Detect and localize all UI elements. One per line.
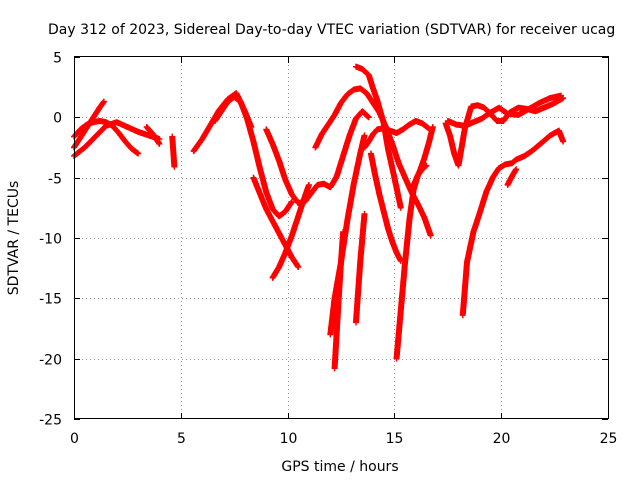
x-tick-label: 5 <box>177 431 186 447</box>
data-points-arc-6 <box>190 90 255 155</box>
x-tick-label: 15 <box>386 431 404 447</box>
data-points-arc-7 <box>211 93 295 220</box>
series-arc-6 <box>190 90 255 155</box>
x-tick-label: 10 <box>280 431 298 447</box>
data-points-arc-15 <box>367 150 404 264</box>
series-arc-23 <box>504 166 520 188</box>
series-arc-13 <box>331 229 347 372</box>
data-points-arc-13 <box>331 229 347 372</box>
data-points-arc-19 <box>408 124 436 193</box>
series-arc-5 <box>169 133 178 170</box>
axes: 0 5 10 15 20 25 5 0 -5 -10 -15 -20 -25 <box>39 51 617 448</box>
series-arc-4 <box>143 123 163 147</box>
series-arc-16 <box>352 210 368 326</box>
data-points-arc-23 <box>504 166 520 188</box>
chart-title: Day 312 of 2023, Sidereal Day-to-day VTE… <box>48 22 615 38</box>
data-points-arc-9 <box>263 108 372 206</box>
x-tick-label: 25 <box>600 431 618 447</box>
y-tick-label: 0 <box>53 111 62 127</box>
x-axis-label: GPS time / hours <box>281 459 398 475</box>
data-points-arc-17 <box>361 118 432 151</box>
series-arc-22 <box>459 127 567 319</box>
y-tick-label: -20 <box>39 353 62 369</box>
data-points-arc-16 <box>352 210 368 326</box>
data-points-arc-14 <box>352 63 404 211</box>
y-tick-label: -5 <box>48 172 62 188</box>
series-arc-15 <box>367 150 404 264</box>
series-arc-20 <box>442 95 567 169</box>
series-arc-9 <box>263 108 372 206</box>
x-tick-label: 20 <box>493 431 511 447</box>
plot-frame <box>74 56 609 419</box>
series-arc-10 <box>269 181 312 281</box>
y-tick-label: -25 <box>39 413 62 429</box>
data-points-arc-22 <box>459 127 567 319</box>
y-tick-label: -10 <box>39 232 62 248</box>
series-arc-21 <box>444 92 564 129</box>
data-points-arc-20 <box>442 95 567 169</box>
data-points-arc-21 <box>444 92 564 129</box>
data-points-arc-4 <box>143 123 163 147</box>
series-arc-17 <box>361 118 432 151</box>
data-series <box>71 63 567 372</box>
series-arc-19 <box>408 124 436 193</box>
data-points-arc-5 <box>169 133 178 170</box>
y-tick-label: -15 <box>39 292 62 308</box>
y-tick-label: 5 <box>53 51 62 67</box>
x-tick-label: 0 <box>70 431 79 447</box>
series-arc-7 <box>211 93 295 220</box>
y-axis-label: SDTVAR / TECUs <box>6 181 22 296</box>
series-arc-14 <box>352 63 404 211</box>
data-points-arc-10 <box>269 181 312 281</box>
